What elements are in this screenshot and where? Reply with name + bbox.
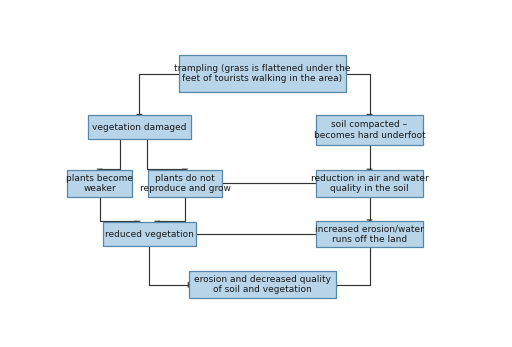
FancyBboxPatch shape xyxy=(179,55,346,92)
Text: soil compacted –
becomes hard underfoot: soil compacted – becomes hard underfoot xyxy=(314,120,425,139)
Text: erosion and decreased quality
of soil and vegetation: erosion and decreased quality of soil an… xyxy=(194,275,331,295)
FancyBboxPatch shape xyxy=(316,170,423,197)
Text: increased erosion/water
runs off the land: increased erosion/water runs off the lan… xyxy=(315,224,424,244)
Text: plants become
weaker: plants become weaker xyxy=(66,174,133,193)
Text: plants do not
reproduce and grow: plants do not reproduce and grow xyxy=(140,174,230,193)
FancyBboxPatch shape xyxy=(316,115,423,144)
FancyBboxPatch shape xyxy=(88,115,191,139)
FancyBboxPatch shape xyxy=(103,222,196,246)
Text: trampling (grass is flattened under the
feet of tourists walking in the area): trampling (grass is flattened under the … xyxy=(174,64,351,83)
Text: reduced vegetation: reduced vegetation xyxy=(105,229,194,238)
Text: reduction in air and water
quality in the soil: reduction in air and water quality in th… xyxy=(311,174,429,193)
FancyBboxPatch shape xyxy=(189,271,336,298)
FancyBboxPatch shape xyxy=(148,170,222,197)
FancyBboxPatch shape xyxy=(67,170,133,197)
Text: vegetation damaged: vegetation damaged xyxy=(92,122,187,132)
FancyBboxPatch shape xyxy=(316,221,423,247)
